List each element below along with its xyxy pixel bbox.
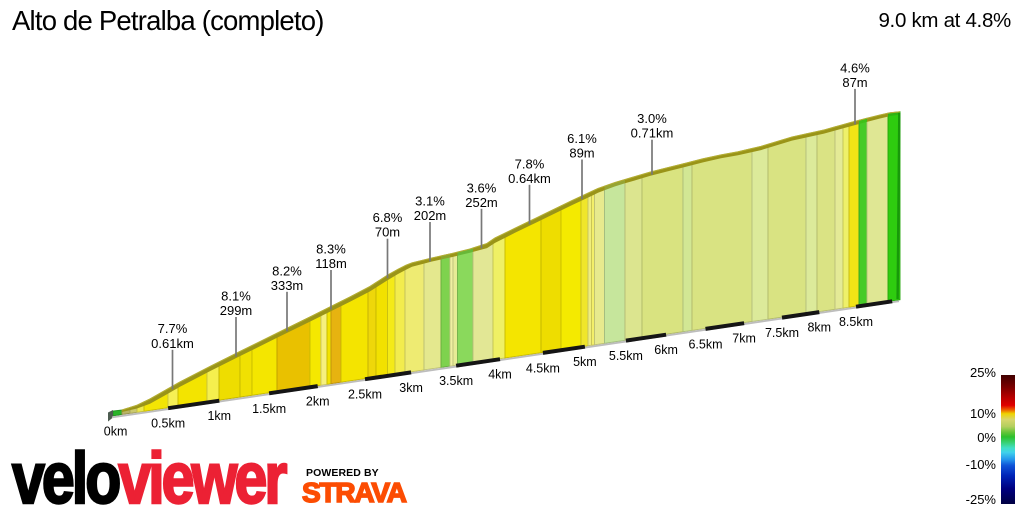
svg-text:0.71km: 0.71km	[631, 126, 674, 141]
svg-text:3.1%: 3.1%	[415, 194, 445, 209]
svg-text:0.61km: 0.61km	[151, 336, 194, 351]
svg-text:7.8%: 7.8%	[515, 156, 545, 171]
svg-text:4.6%: 4.6%	[840, 60, 870, 75]
svg-text:87m: 87m	[842, 75, 867, 90]
svg-text:2km: 2km	[306, 395, 330, 409]
svg-text:0km: 0km	[104, 425, 128, 439]
svg-text:2.5km: 2.5km	[348, 388, 382, 402]
svg-text:299m: 299m	[220, 303, 253, 318]
svg-text:0.5km: 0.5km	[151, 417, 185, 431]
svg-text:7km: 7km	[732, 332, 756, 346]
svg-text:6.5km: 6.5km	[688, 337, 722, 351]
svg-text:8.2%: 8.2%	[272, 263, 302, 278]
svg-text:25%: 25%	[970, 365, 996, 380]
svg-text:1.5km: 1.5km	[252, 402, 286, 416]
svg-text:3.5km: 3.5km	[439, 374, 473, 388]
svg-text:-25%: -25%	[966, 492, 997, 507]
svg-text:0%: 0%	[977, 430, 996, 445]
svg-text:118m: 118m	[315, 256, 347, 271]
svg-text:8km: 8km	[807, 321, 831, 335]
svg-text:6.1%: 6.1%	[567, 131, 597, 146]
svg-text:3.0%: 3.0%	[637, 111, 667, 126]
svg-text:6.8%: 6.8%	[373, 210, 403, 225]
svg-text:10%: 10%	[970, 406, 996, 421]
svg-text:-10%: -10%	[966, 457, 997, 472]
svg-text:252m: 252m	[465, 195, 498, 210]
svg-text:4km: 4km	[488, 368, 512, 382]
svg-text:8.1%: 8.1%	[221, 289, 251, 304]
svg-text:7.7%: 7.7%	[158, 321, 188, 336]
svg-text:8.5km: 8.5km	[839, 315, 873, 329]
svg-text:70m: 70m	[375, 225, 400, 240]
svg-text:333m: 333m	[271, 278, 304, 293]
svg-text:1km: 1km	[207, 409, 231, 423]
svg-text:89m: 89m	[569, 146, 594, 161]
svg-text:5km: 5km	[573, 355, 597, 369]
svg-text:7.5km: 7.5km	[765, 326, 799, 340]
svg-text:8.3%: 8.3%	[316, 242, 346, 257]
svg-text:3km: 3km	[399, 381, 423, 395]
svg-text:4.5km: 4.5km	[526, 361, 560, 375]
svg-text:202m: 202m	[414, 208, 447, 223]
svg-text:0.64km: 0.64km	[508, 171, 551, 186]
svg-text:6km: 6km	[654, 343, 678, 357]
svg-text:3.6%: 3.6%	[467, 180, 497, 195]
svg-text:5.5km: 5.5km	[609, 349, 643, 363]
